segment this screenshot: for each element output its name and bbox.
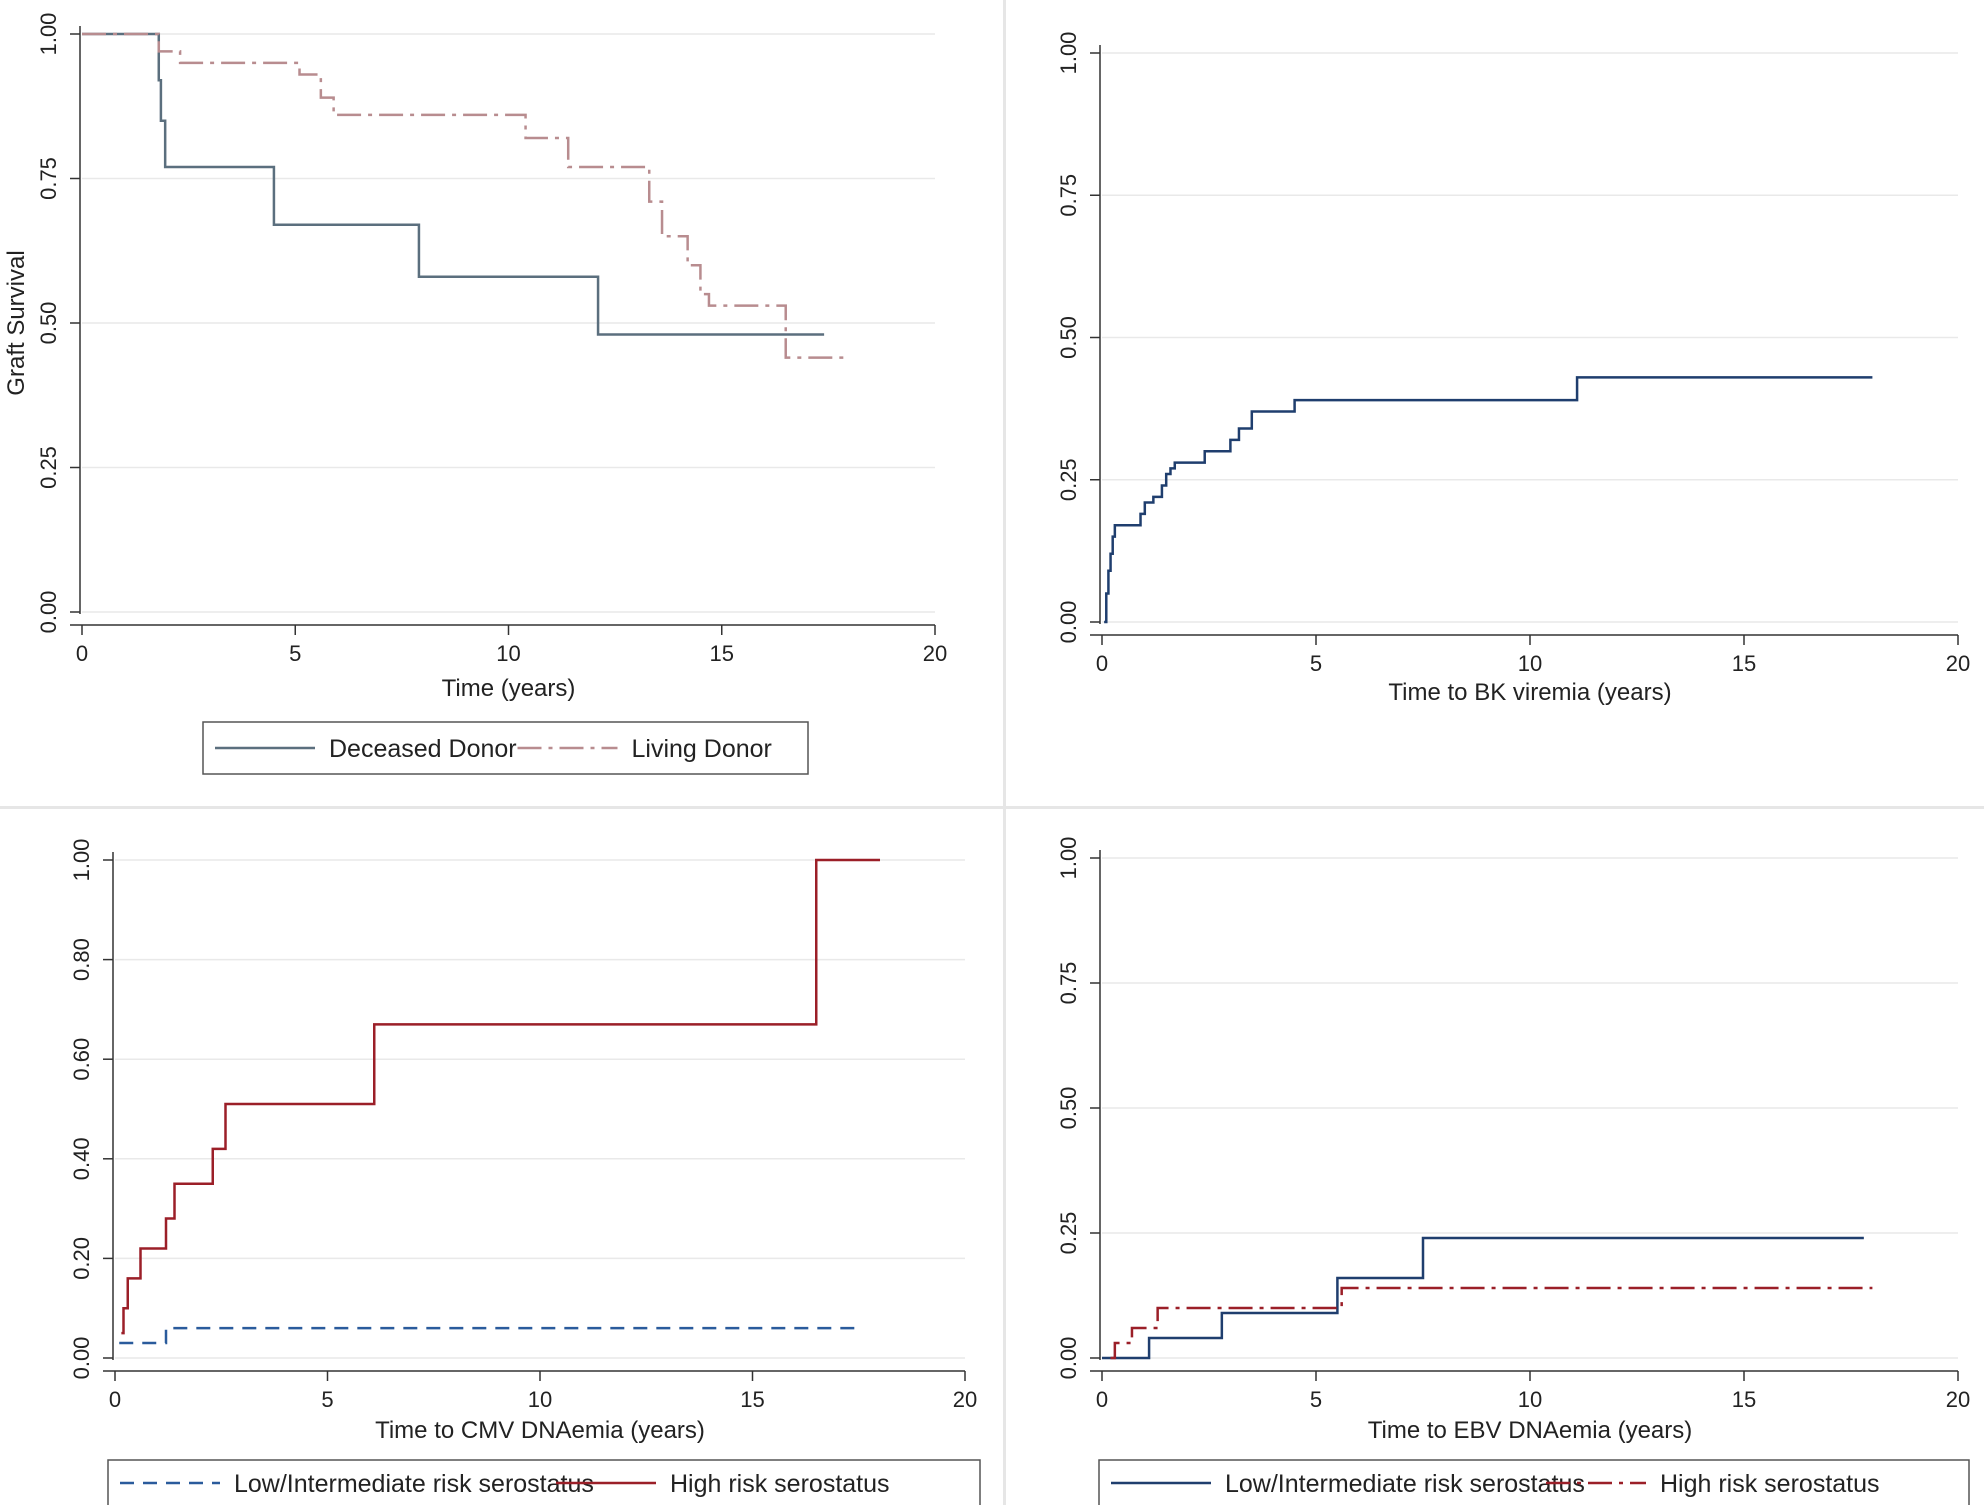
y-tick-label: 1.00	[36, 13, 61, 56]
graft-survival-plot: 0.00 0.25 0.50 0.75 1.00 0 5 10 15 20 Time (years)…	[3, 13, 947, 775]
x-tick-label: 5	[289, 641, 301, 666]
x-axis-label: Time (years)	[442, 675, 576, 702]
x-tick-label: 15	[1732, 651, 1756, 676]
graft-survival-chart: 0.00 0.25 0.50 0.75 1.00 0 5 10 15 20 Time (years)…	[0, 0, 1000, 800]
y-tick-label: 0.50	[1056, 1087, 1081, 1130]
series-line-low-intermediate-risk-serostatus	[1102, 1236, 1864, 1360]
y-tick-label: 0.25	[1056, 1212, 1081, 1255]
series-line-high-risk-serostatus	[1110, 1286, 1873, 1360]
x-axis-label: Time to BK viremia (years)	[1388, 679, 1671, 706]
x-tick-label: 0	[1096, 651, 1108, 676]
x-tick-label: 15	[740, 1387, 764, 1412]
x-tick-label: 20	[953, 1387, 977, 1412]
cmv-dnaemia-plot: 0.00 0.20 0.40 0.60 0.80 1.00 0 5 10 15 20 Time to …	[69, 839, 981, 1505]
legend-label: Deceased Donor	[329, 735, 517, 763]
x-tick-label: 20	[1946, 651, 1970, 676]
x-tick-label: 0	[76, 641, 88, 666]
y-tick-label: 1.00	[1056, 837, 1081, 880]
y-tick-label: 0.40	[69, 1137, 94, 1180]
y-tick-label: 0.00	[1056, 1337, 1081, 1380]
y-tick-label: 0.00	[69, 1337, 94, 1380]
x-tick-label: 5	[1310, 651, 1322, 676]
y-tick-label: 0.75	[1056, 962, 1081, 1005]
x-axis-label: Time to CMV DNAemia (years)	[375, 1417, 705, 1444]
y-tick-label: 0.25	[36, 446, 61, 489]
series-line-low-intermediate-risk-serostatus	[119, 1326, 863, 1345]
x-tick-label: 0	[1096, 1387, 1108, 1412]
legend-label: Living Donor	[632, 735, 772, 763]
bk-viremia-chart: 0.00 0.25 0.50 0.75 1.00 0 5 10 15 20 Time to BK v…	[1010, 0, 1984, 780]
x-tick-label: 20	[923, 641, 947, 666]
x-tick-label: 15	[1732, 1387, 1756, 1412]
series-line-cumulative-incidence	[1104, 376, 1873, 624]
legend-label: Low/Intermediate risk serostatus	[1225, 1470, 1585, 1498]
legend-label: High risk serostatus	[1660, 1470, 1880, 1498]
x-axis-label: Time to EBV DNAemia (years)	[1368, 1417, 1693, 1444]
series-line-high-risk-serostatus	[121, 858, 880, 1335]
y-tick-label: 1.00	[1056, 32, 1081, 75]
legend-label: Low/Intermediate risk serostatus	[234, 1470, 594, 1498]
cmv-dnaemia-chart: 0.00 0.20 0.40 0.60 0.80 1.00 0 5 10 15 20 Time to …	[0, 820, 1000, 1505]
y-tick-label: 0.00	[36, 591, 61, 634]
bk-viremia-plot: 0.00 0.25 0.50 0.75 1.00 0 5 10 15 20 Time to BK v…	[1056, 32, 1970, 706]
series-line-deceased-donor	[82, 32, 825, 336]
y-tick-label: 0.80	[69, 938, 94, 981]
x-tick-label: 10	[496, 641, 520, 666]
ebv-dnaemia-chart: 0.00 0.25 0.50 0.75 1.00 0 5 10 15 20 Time to EBV …	[1010, 820, 1984, 1505]
legend-box	[107, 1459, 981, 1505]
x-tick-label: 20	[1946, 1387, 1970, 1412]
y-tick-label: 0.60	[69, 1038, 94, 1081]
x-tick-label: 5	[321, 1387, 333, 1412]
x-tick-label: 10	[528, 1387, 552, 1412]
panel-divider-horizontal	[0, 806, 1984, 809]
y-tick-label: 0.50	[36, 302, 61, 345]
y-tick-label: 1.00	[69, 839, 94, 882]
series-line-living-donor	[82, 32, 850, 359]
x-tick-label: 0	[109, 1387, 121, 1412]
y-tick-label: 0.20	[69, 1237, 94, 1280]
x-tick-label: 5	[1310, 1387, 1322, 1412]
y-tick-label: 0.50	[1056, 316, 1081, 359]
x-tick-label: 10	[1518, 1387, 1542, 1412]
y-tick-label: 0.75	[1056, 174, 1081, 217]
panel-divider-vertical	[1003, 0, 1006, 1505]
x-tick-label: 10	[1518, 651, 1542, 676]
legend-box	[1098, 1459, 1970, 1505]
y-tick-label: 0.00	[1056, 601, 1081, 644]
y-axis-label: Graft Survival	[3, 250, 30, 395]
x-tick-label: 15	[710, 641, 734, 666]
legend-label: High risk serostatus	[670, 1470, 890, 1498]
y-tick-label: 0.25	[1056, 458, 1081, 501]
y-tick-label: 0.75	[36, 157, 61, 200]
ebv-dnaemia-plot: 0.00 0.25 0.50 0.75 1.00 0 5 10 15 20 Time to EBV …	[1056, 837, 1970, 1505]
